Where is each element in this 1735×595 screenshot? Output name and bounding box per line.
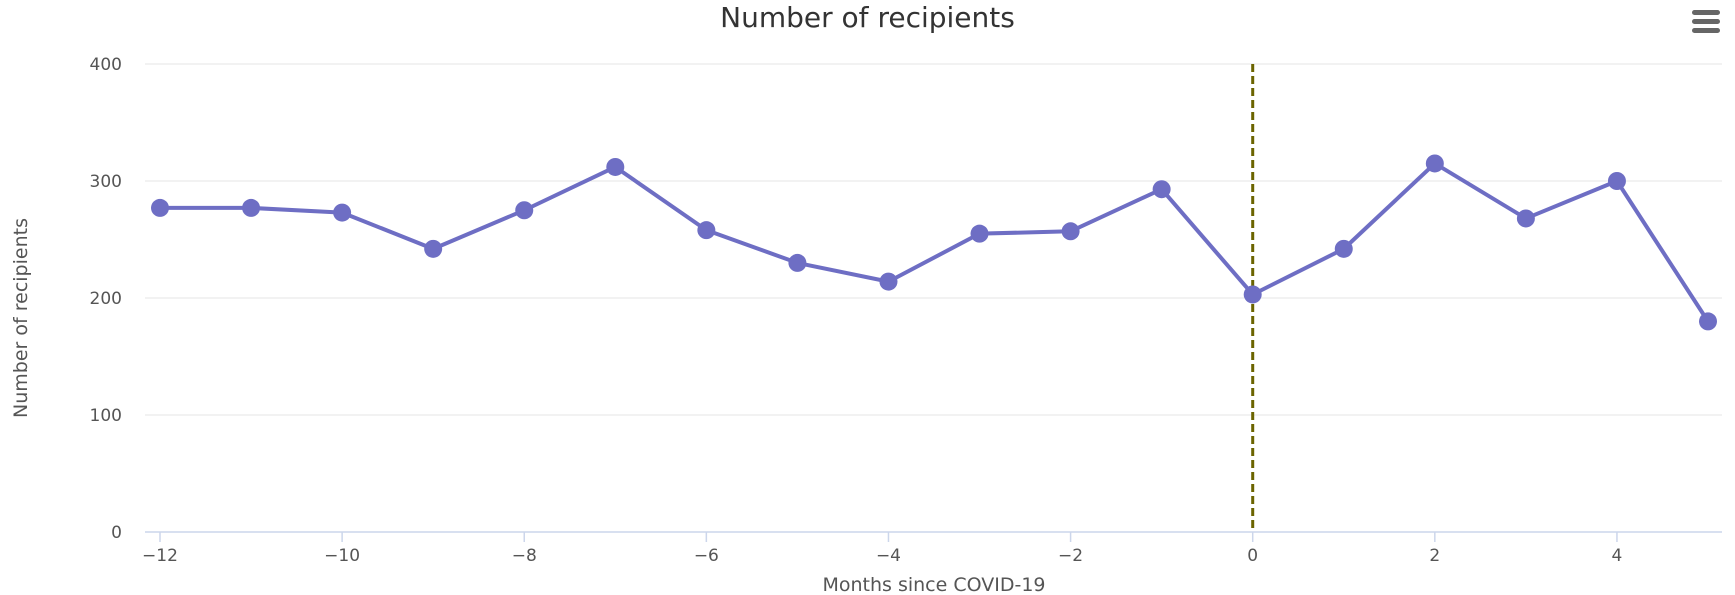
data-point bbox=[788, 253, 807, 272]
data-point bbox=[242, 198, 261, 217]
series bbox=[151, 154, 1717, 331]
x-tick-label: 4 bbox=[1612, 546, 1623, 566]
data-point bbox=[1152, 180, 1171, 199]
data-point bbox=[697, 221, 716, 240]
chart-title: Number of recipients bbox=[720, 1, 1015, 34]
data-point bbox=[1699, 312, 1717, 331]
data-point bbox=[515, 201, 534, 220]
y-tick-label: 400 bbox=[90, 55, 122, 75]
data-point bbox=[1516, 209, 1535, 228]
data-point bbox=[879, 272, 898, 291]
x-tick-label: −10 bbox=[324, 546, 360, 566]
data-point bbox=[970, 224, 989, 243]
data-point bbox=[151, 198, 169, 217]
y-tick-label: 100 bbox=[90, 406, 122, 426]
x-tick-label: −8 bbox=[512, 546, 537, 566]
y-axis-title: Number of recipients bbox=[10, 218, 32, 418]
x-axis-title: Months since COVID-19 bbox=[822, 574, 1045, 595]
series-line bbox=[160, 161, 1710, 323]
data-point bbox=[1334, 239, 1353, 258]
data-point bbox=[1061, 222, 1080, 241]
axes: 0 100 200 300 400 −12 −10 −8 −6 −4 −2 0 2 4 bbox=[90, 55, 1722, 566]
menu-bar bbox=[1692, 19, 1720, 24]
data-point bbox=[333, 203, 352, 222]
menu-bar bbox=[1692, 10, 1720, 15]
data-point bbox=[1243, 285, 1262, 304]
data-point bbox=[606, 157, 625, 176]
data-point bbox=[1425, 154, 1444, 173]
y-tick-label: 0 bbox=[111, 523, 122, 543]
grid-lines bbox=[145, 63, 1722, 416]
y-tick-label: 200 bbox=[90, 289, 122, 309]
data-point bbox=[1607, 172, 1626, 190]
chart-menu-icon[interactable] bbox=[1692, 10, 1720, 36]
y-tick-label: 300 bbox=[90, 172, 122, 192]
x-tick-label: 0 bbox=[1247, 546, 1258, 566]
x-tick-label: −12 bbox=[142, 546, 178, 566]
x-tick-label: 2 bbox=[1429, 546, 1440, 566]
x-tick-label: −4 bbox=[876, 546, 901, 566]
x-tick-label: −6 bbox=[694, 546, 719, 566]
data-point bbox=[424, 239, 443, 258]
menu-bar bbox=[1692, 28, 1720, 33]
x-tick-label: −2 bbox=[1058, 546, 1083, 566]
